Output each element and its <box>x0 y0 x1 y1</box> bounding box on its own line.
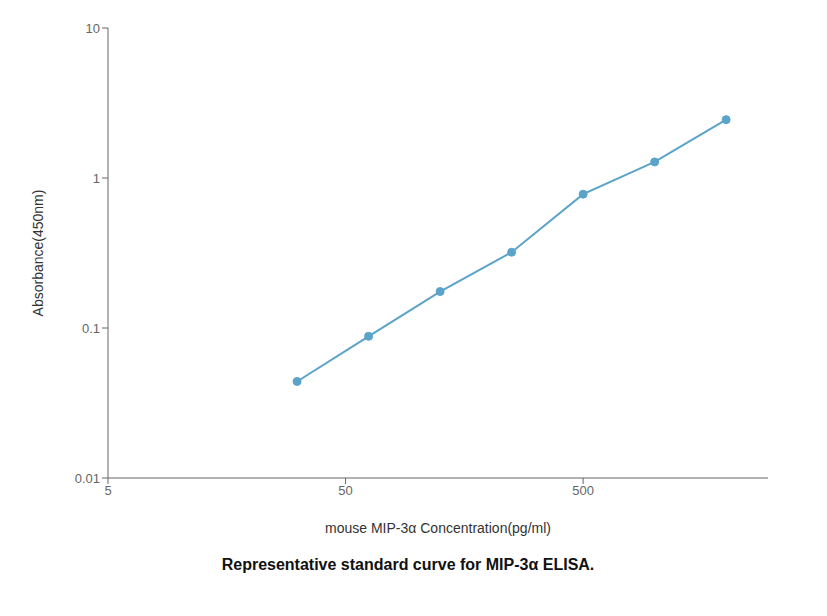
svg-text:50: 50 <box>338 483 352 498</box>
svg-text:500: 500 <box>572 483 594 498</box>
svg-text:0.01: 0.01 <box>75 471 100 486</box>
svg-text:1: 1 <box>93 171 100 186</box>
svg-text:10: 10 <box>86 21 100 36</box>
svg-text:0.1: 0.1 <box>82 321 100 336</box>
html-text:Representative standard curve: Representative standard curve for MIP-3α… <box>221 556 595 573</box>
svg-text:mouse MIP-3α Concentration(pg/: mouse MIP-3α Concentration(pg/ml) <box>325 520 551 536</box>
svg-text:5: 5 <box>104 483 111 498</box>
svg-text:Absorbance(450nm): Absorbance(450nm) <box>30 190 46 317</box>
